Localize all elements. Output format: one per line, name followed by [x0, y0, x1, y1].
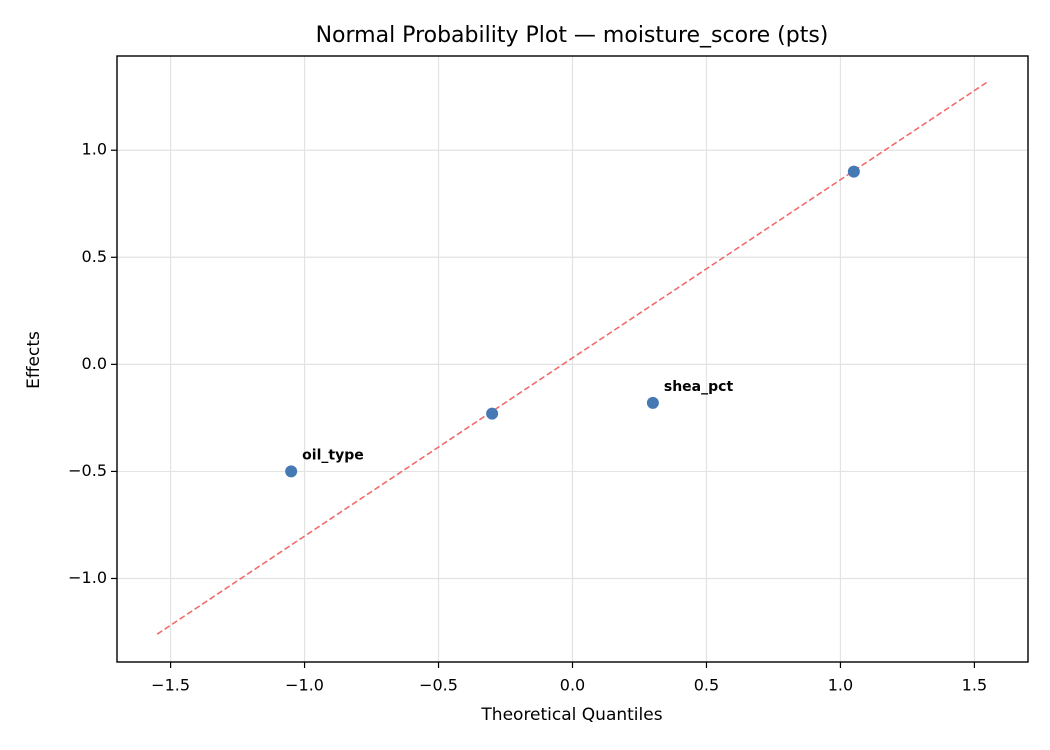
- y-tick-label: 0.5: [82, 247, 107, 266]
- x-tick-label: −1.0: [285, 676, 324, 695]
- point: [847, 165, 860, 178]
- point: [486, 407, 499, 420]
- y-tick-label: −0.5: [68, 461, 107, 480]
- x-tick-label: −1.5: [151, 676, 190, 695]
- chart-title: Normal Probability Plot — moisture_score…: [316, 23, 829, 48]
- point-label: shea_pct: [664, 379, 734, 395]
- y-tick-label: 1.0: [82, 140, 107, 159]
- x-tick-label: 1.0: [828, 676, 853, 695]
- y-axis-label: Effects: [24, 331, 44, 389]
- point-label: oil_type: [302, 447, 364, 463]
- x-tick-label: 1.5: [962, 676, 987, 695]
- x-tick-label: 0.5: [694, 676, 719, 695]
- y-tick-label: −1.0: [68, 568, 107, 587]
- point: [646, 396, 659, 409]
- y-tick-label: 0.0: [82, 354, 107, 373]
- point: [285, 465, 298, 478]
- plot-frame: [116, 55, 1029, 663]
- x-axis-label: Theoretical Quantiles: [480, 705, 662, 725]
- x-tick-label: −0.5: [419, 676, 458, 695]
- x-tick-label: 0.0: [560, 676, 585, 695]
